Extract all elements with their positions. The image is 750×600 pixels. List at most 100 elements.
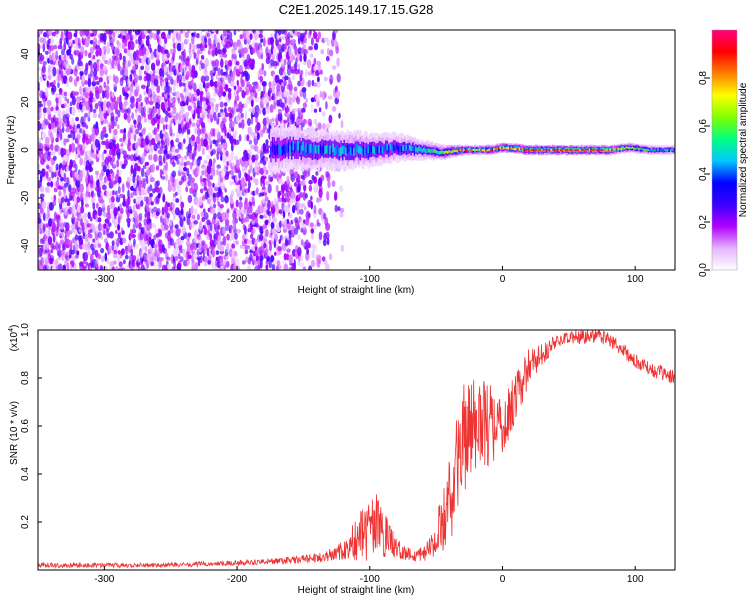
noise-blob: [115, 116, 118, 123]
noise-blob: [270, 236, 275, 245]
noise-blob: [180, 41, 184, 51]
ridge-cell: [389, 143, 392, 151]
noise-blob: [160, 215, 163, 224]
noise-blob: [126, 176, 132, 183]
noise-blob: [61, 164, 66, 171]
noise-blob: [84, 203, 89, 208]
noise-blob: [166, 81, 170, 87]
noise-blob: [103, 229, 106, 236]
noise-blob: [315, 37, 320, 43]
noise-blob: [149, 184, 153, 192]
noise-blob: [91, 80, 97, 87]
noise-blob: [328, 114, 333, 124]
noise-blob: [66, 262, 70, 270]
noise-blob: [297, 68, 301, 75]
noise-blob: [121, 183, 125, 193]
ridge-cell: [305, 143, 308, 153]
noise-blob: [90, 69, 94, 78]
ridge-cell: [361, 147, 364, 156]
noise-blob: [239, 196, 243, 201]
noise-blob: [221, 212, 227, 221]
ridge-cell: [501, 146, 504, 149]
colorbar-tick-label: 0.4: [698, 167, 709, 181]
noise-blob: [219, 85, 224, 95]
noise-blob: [58, 95, 62, 106]
noise-blob: [323, 92, 327, 99]
noise-blob: [223, 141, 228, 151]
noise-blob: [176, 185, 182, 196]
noise-blob: [257, 108, 262, 115]
noise-blob: [138, 222, 142, 230]
noise-blob: [220, 255, 224, 263]
noise-blob: [308, 265, 313, 270]
noise-blob: [313, 57, 317, 66]
noise-blob: [140, 200, 144, 207]
ridge-cell: [548, 149, 552, 152]
ridge-cell: [295, 141, 298, 151]
noise-blob: [267, 183, 272, 194]
noise-blob: [267, 210, 272, 217]
noise-blob: [46, 154, 51, 162]
noise-blob: [207, 30, 211, 33]
spectrogram-x-ticks: -300 -200 -100 0 100: [94, 266, 644, 285]
ridge-cell: [437, 151, 440, 155]
ridge-cell: [318, 145, 321, 154]
ridge-cell: [510, 146, 513, 149]
noise-blob: [122, 237, 127, 244]
ridge-cell: [478, 148, 482, 151]
noise-blob: [340, 120, 344, 129]
noise-blob: [115, 47, 120, 57]
noise-blob: [235, 199, 239, 208]
noise-blob: [214, 139, 219, 147]
ridge-cell: [429, 149, 432, 154]
noise-blob: [139, 238, 144, 244]
noise-blob: [50, 151, 56, 156]
noise-blob: [234, 218, 238, 224]
noise-blob: [129, 34, 134, 41]
noise-blob: [120, 267, 126, 270]
noise-blob: [336, 73, 341, 83]
noise-blob: [183, 48, 186, 58]
noise-blob: [125, 92, 129, 98]
noise-blob: [156, 208, 161, 215]
noise-blob: [273, 94, 278, 103]
noise-blob: [157, 122, 160, 129]
noise-blob: [59, 128, 63, 134]
noise-blob: [302, 102, 307, 109]
noise-blob: [158, 154, 163, 164]
noise-blob: [185, 90, 189, 97]
ridge-cell: [673, 149, 675, 152]
ridge-cell: [670, 149, 673, 152]
noise-blob: [174, 256, 179, 261]
noise-blob: [176, 153, 182, 160]
ridge-cell: [477, 148, 480, 151]
ridge-cell: [636, 147, 639, 150]
ridge-cell: [284, 145, 287, 156]
noise-blob: [177, 96, 180, 104]
noise-blob: [158, 229, 162, 237]
noise-blob: [42, 37, 47, 46]
noise-blob: [66, 78, 69, 88]
ridge-cell: [458, 149, 461, 152]
noise-blob: [183, 38, 188, 45]
noise-blob: [338, 185, 344, 193]
noise-blob: [303, 184, 307, 192]
noise-blob: [152, 93, 158, 104]
noise-blob: [130, 192, 134, 199]
noise-blob: [147, 186, 150, 194]
noise-blob: [103, 81, 107, 89]
noise-blob: [94, 249, 99, 258]
noise-blob: [92, 54, 96, 60]
noise-blob: [228, 38, 234, 47]
noise-blob: [233, 260, 236, 268]
noise-blob: [209, 201, 214, 207]
noise-blob: [264, 143, 270, 152]
noise-blob: [277, 43, 282, 50]
noise-blob: [177, 228, 182, 234]
noise-blob: [100, 235, 104, 240]
noise-blob: [116, 96, 120, 105]
noise-blob: [163, 65, 168, 73]
snr-x-tick-label: 0: [500, 574, 506, 585]
noise-blob: [135, 49, 139, 58]
noise-blob: [44, 75, 50, 80]
